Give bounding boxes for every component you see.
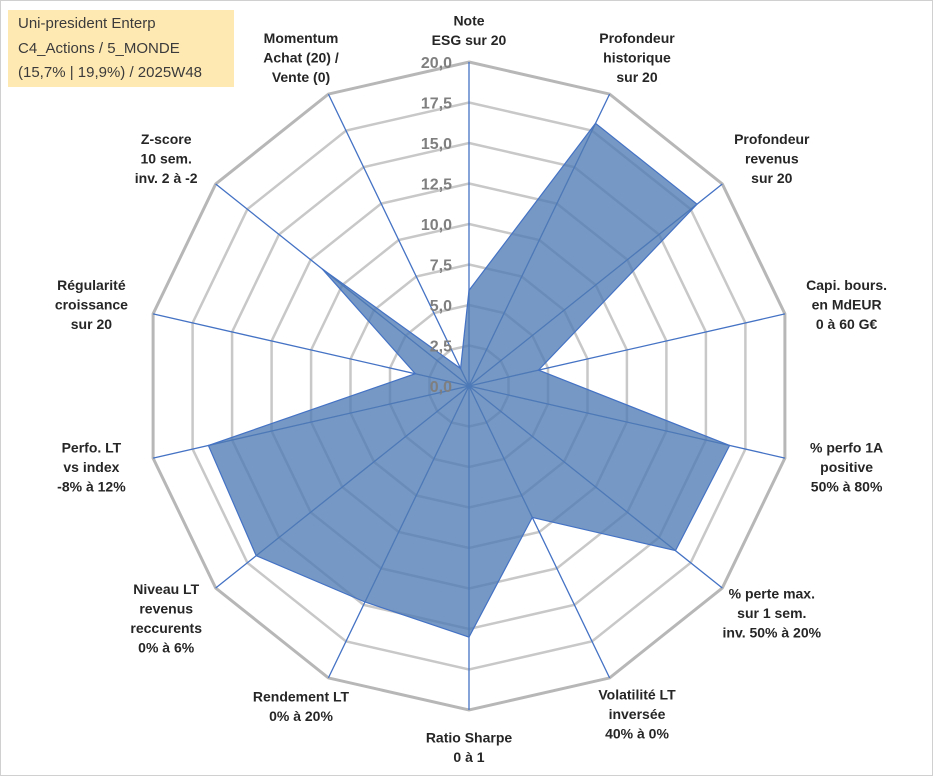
axis-label-3-line-1: en MdEUR	[812, 297, 882, 313]
radial-tick-labels: 0,0 2,5 5,0 7,5 10,0 12,5 15,0 17,5 20,0	[421, 55, 452, 396]
axis-label-12-line-1: 10 sem.	[141, 151, 192, 167]
axis-label-13-line-2: Vente (0)	[272, 69, 330, 85]
tick-label-1: 2,5	[430, 339, 452, 356]
axis-label-0-line-1: ESG sur 20	[432, 32, 507, 48]
axis-label-4-line-2: 50% à 80%	[811, 478, 883, 494]
axis-label-2: Profondeur revenus sur 20	[734, 131, 810, 186]
tick-label-0: 0,0	[430, 379, 452, 396]
tick-label-8: 20,0	[421, 55, 452, 72]
tick-label-6: 15,0	[421, 136, 452, 153]
axis-label-10: Perfo. LT vs index -8% à 12%	[57, 439, 126, 494]
title-box: Uni-president Enterp C4_Actions / 5_MOND…	[8, 10, 234, 87]
axis-label-8: Rendement LT 0% à 20%	[253, 688, 350, 724]
axis-label-5-line-2: inv. 50% à 20%	[723, 624, 822, 640]
axis-label-6-line-0: Volatilité LT	[598, 687, 676, 703]
axis-label-12-line-2: inv. 2 à -2	[135, 170, 198, 186]
axis-label-11: Régularité croissance sur 20	[55, 277, 128, 332]
title-line-2: C4_Actions / 5_MONDE	[18, 39, 180, 57]
axis-label-3-line-2: 0 à 60 G€	[816, 316, 878, 332]
tick-label-3: 7,5	[430, 258, 452, 275]
title-line-3: (15,7% | 19,9%) / 2025W48	[18, 64, 202, 81]
axis-label-4-line-1: positive	[820, 459, 873, 475]
axis-label-0-line-0: Note	[453, 13, 484, 29]
axis-label-5: % perte max. sur 1 sem. inv. 50% à 20%	[723, 585, 822, 640]
axis-label-7-line-0: Ratio Sharpe	[426, 730, 513, 746]
axis-labels: Note ESG sur 20 Profondeur historique sur 20…	[55, 13, 887, 766]
axis-label-3: Capi. bours. en MdEUR 0 à 60 G€	[806, 277, 887, 332]
axis-label-13-line-1: Achat (20) /	[263, 50, 339, 66]
axis-label-2-line-0: Profondeur	[734, 131, 810, 147]
axis-label-5-line-1: sur 1 sem.	[737, 605, 806, 621]
axis-label-13-line-0: Momentum	[264, 30, 339, 46]
axis-label-9-line-0: Niveau LT	[133, 581, 199, 597]
axis-label-1-line-2: sur 20	[616, 69, 657, 85]
axis-label-6-line-1: inversée	[609, 706, 666, 722]
axis-label-1-line-1: historique	[603, 50, 671, 66]
tick-label-7: 17,5	[421, 96, 452, 113]
spoke-13	[327, 93, 470, 387]
axis-label-9-line-2: reccurents	[130, 620, 202, 636]
axis-label-7: Ratio Sharpe 0 à 1	[426, 730, 513, 766]
axis-label-6-line-2: 40% à 0%	[605, 726, 669, 742]
axis-label-11-line-2: sur 20	[71, 316, 112, 332]
axis-label-9-line-1: revenus	[139, 601, 193, 617]
axis-label-10-line-0: Perfo. LT	[62, 439, 122, 455]
axis-label-4: % perfo 1A positive 50% à 80%	[810, 439, 883, 494]
tick-label-5: 12,5	[421, 177, 452, 194]
axis-label-2-line-2: sur 20	[751, 170, 792, 186]
axis-label-10-line-1: vs index	[63, 459, 119, 475]
axis-label-9-line-3: 0% à 6%	[138, 640, 195, 656]
axis-label-6: Volatilité LT inversée 40% à 0%	[598, 687, 676, 742]
radar-series	[207, 122, 731, 638]
axis-label-8-line-1: 0% à 20%	[269, 708, 333, 724]
tick-label-2: 5,0	[430, 298, 452, 315]
axis-label-5-line-0: % perte max.	[729, 585, 815, 601]
axis-label-10-line-2: -8% à 12%	[57, 478, 126, 494]
axis-label-4-line-0: % perfo 1A	[810, 439, 883, 455]
axis-label-7-line-1: 0 à 1	[453, 749, 484, 765]
title-line-1: Uni-president Enterp	[18, 15, 156, 32]
tick-label-4: 10,0	[421, 217, 452, 234]
axis-label-11-line-0: Régularité	[57, 277, 126, 293]
axis-label-3-line-0: Capi. bours.	[806, 277, 887, 293]
axis-label-1-line-0: Profondeur	[599, 30, 675, 46]
axis-label-1: Profondeur historique sur 20	[599, 30, 675, 85]
axis-label-13: Momentum Achat (20) / Vente (0)	[263, 30, 339, 85]
axis-label-0: Note ESG sur 20	[432, 13, 507, 49]
axis-label-8-line-0: Rendement LT	[253, 688, 350, 704]
axis-label-9: Niveau LT revenus reccurents 0% à 6%	[130, 581, 202, 656]
axis-label-12-line-0: Z-score	[141, 131, 192, 147]
axis-label-12: Z-score 10 sem. inv. 2 à -2	[135, 131, 198, 186]
axis-label-2-line-1: revenus	[745, 151, 799, 167]
axis-label-11-line-1: croissance	[55, 297, 128, 313]
series-area	[207, 122, 731, 638]
